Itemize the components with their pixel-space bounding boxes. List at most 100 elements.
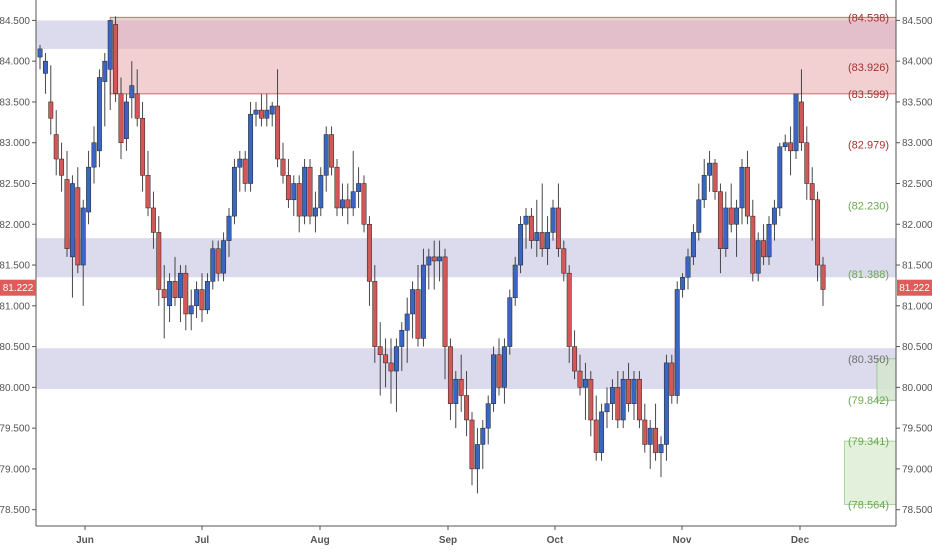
candle-up <box>512 264 518 298</box>
y-tick-label-left: 83.000 <box>0 138 30 149</box>
candle-up <box>107 20 113 70</box>
candle-down <box>744 166 750 217</box>
y-tick-label-right: 81.000 <box>902 301 932 312</box>
candle-up <box>453 378 459 404</box>
y-tick-label-right: 83.500 <box>902 97 932 108</box>
y-tick-label-right: 79.500 <box>902 424 932 435</box>
candle-down <box>258 109 264 119</box>
candle-down <box>140 117 146 176</box>
candle-down <box>636 378 642 421</box>
candle-up <box>485 403 491 429</box>
candle-down <box>383 354 389 364</box>
candle-up <box>221 240 227 274</box>
y-tick-label-left: 82.500 <box>0 179 30 190</box>
candle-up <box>318 175 324 209</box>
y-tick-label-right: 84.000 <box>902 57 932 68</box>
y-tick-label-left: 81.500 <box>0 261 30 272</box>
y-tick-label-left: 84.500 <box>0 16 30 27</box>
candle-down <box>804 142 810 184</box>
candle-up <box>96 77 102 152</box>
candle-up <box>701 175 707 201</box>
candle-up <box>437 256 443 262</box>
candle-up <box>582 378 588 388</box>
candle-up <box>69 183 75 258</box>
candle-up <box>302 166 308 217</box>
candle-up <box>507 297 513 347</box>
candle-up <box>123 101 129 139</box>
candle-down <box>64 179 70 249</box>
level-labels: (84.538) (83.926) (83.599) (82.979) (82.230)… <box>848 12 889 511</box>
x-tick-label: Nov <box>673 535 692 546</box>
candle-down <box>528 215 534 241</box>
y-tick-label-left: 78.500 <box>0 505 30 516</box>
y-tick-label-left: 84.000 <box>0 57 30 68</box>
candle-down <box>183 272 189 315</box>
candle-down <box>48 101 54 119</box>
price-zone-green <box>844 440 897 505</box>
y-tick-label-left: 80.000 <box>0 383 30 394</box>
candle-down <box>728 207 734 225</box>
level-label: (82.230) <box>848 201 889 213</box>
candle-down <box>145 175 151 209</box>
current-price-badge-left <box>0 279 36 296</box>
candle-down <box>388 362 394 372</box>
candle-down <box>431 256 437 262</box>
x-tick-label: Oct <box>547 535 564 546</box>
candle-up <box>323 134 329 176</box>
candle-up <box>723 207 729 249</box>
candle-down <box>372 281 378 347</box>
candle-down <box>415 289 421 339</box>
candle-up <box>420 264 426 339</box>
candle-down <box>653 427 659 453</box>
candle-down <box>296 183 302 217</box>
candle-up <box>766 224 772 258</box>
candle-up <box>91 142 97 168</box>
candle-down <box>53 134 59 160</box>
candle-up <box>248 113 254 184</box>
candle-up <box>663 362 669 445</box>
plot-frame <box>35 0 897 527</box>
candle-up <box>674 289 680 396</box>
y-tick-label-right: 83.000 <box>902 138 932 149</box>
level-label: (82.979) <box>848 139 889 151</box>
candle-up <box>399 330 405 347</box>
candle-down <box>539 232 545 249</box>
candle-up <box>167 281 173 307</box>
candle-down <box>377 346 383 355</box>
candle-down <box>285 175 291 201</box>
candle-up <box>404 313 410 331</box>
candle-up <box>226 215 232 241</box>
candle-down <box>469 419 475 470</box>
candle-down <box>761 240 767 258</box>
candle-down <box>788 142 794 152</box>
candle-down <box>156 232 162 290</box>
x-axis: Jun Jul Aug Sep Oct Nov Dec <box>76 526 810 546</box>
candle-up <box>410 289 416 315</box>
candle-up <box>647 427 653 445</box>
candle-down <box>642 419 648 445</box>
candle-down <box>113 24 119 95</box>
candle-up <box>696 199 702 233</box>
current-price-label-right: 81.222 <box>899 283 930 294</box>
candle-up <box>771 207 777 225</box>
candle-up <box>518 224 524 266</box>
candle-up <box>793 93 799 152</box>
candle-down <box>555 207 561 249</box>
candle-down <box>572 346 578 372</box>
candle-up <box>523 215 529 225</box>
candle-down <box>150 207 156 233</box>
candle-up <box>474 444 480 470</box>
candle-down <box>334 166 340 209</box>
candle-up <box>231 166 237 217</box>
y-tick-label-right: 79.000 <box>902 464 932 475</box>
candle-up <box>194 289 200 307</box>
candle-down <box>172 281 178 298</box>
level-label: (84.538) <box>848 12 889 24</box>
candle-up <box>129 85 135 99</box>
x-tick-label: Jul <box>195 535 210 546</box>
candle-up <box>237 158 243 168</box>
candle-up <box>37 48 43 58</box>
candle-down <box>307 166 313 217</box>
candle-down <box>626 378 632 404</box>
